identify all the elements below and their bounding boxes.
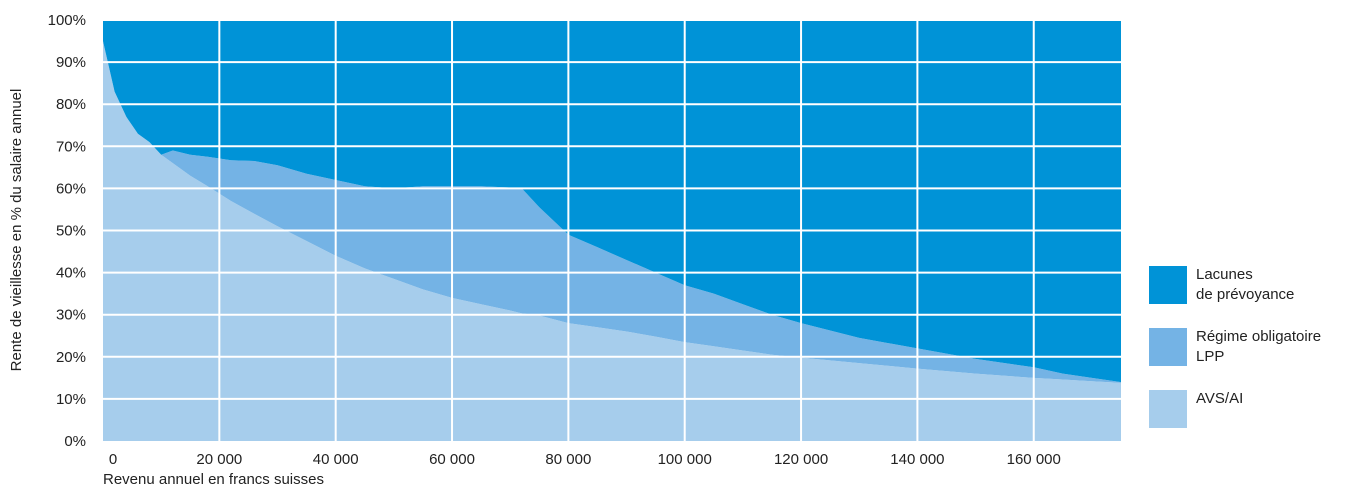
y-axis-title: Rente de vieillesse en % du salaire annu… <box>8 89 25 372</box>
y-tick-label: 70% <box>56 138 86 155</box>
y-tick-label: 0% <box>64 433 86 450</box>
grid-lines <box>103 19 1121 441</box>
y-tick-label: 50% <box>56 223 86 240</box>
x-axis-tick-labels: 0 20 000 40 000 60 000 80 000 100 000 120 000 1… <box>109 451 1061 468</box>
x-tick-label: 40 000 <box>313 451 359 468</box>
y-tick-label: 80% <box>56 96 86 113</box>
x-tick-label: 140 000 <box>890 451 944 468</box>
x-tick-label: 160 000 <box>1007 451 1061 468</box>
y-tick-label: 20% <box>56 349 86 366</box>
legend-item-lacunes: Lacunes de prévoyance <box>1149 262 1349 308</box>
legend-label-lacunes: Lacunes de prévoyance <box>1196 266 1295 303</box>
y-tick-label: 60% <box>56 180 86 197</box>
y-tick-label: 40% <box>56 265 86 282</box>
area-series-2 <box>103 20 1121 383</box>
legend-label-avs: AVS/AI <box>1196 390 1244 407</box>
x-tick-label: 0 <box>109 451 117 468</box>
y-tick-label: 90% <box>56 54 86 71</box>
x-axis-title: Revenu annuel en francs suisses <box>103 471 324 488</box>
area-series-0 <box>103 41 1121 441</box>
y-tick-label: 10% <box>56 391 86 408</box>
y-tick-label: 100% <box>48 12 86 29</box>
y-axis-tick-labels: 0% 10% 20% 30% 40% 50% 60% 70% 80% 90% 100% <box>48 12 86 450</box>
x-tick-label: 80 000 <box>545 451 591 468</box>
x-tick-label: 60 000 <box>429 451 475 468</box>
legend-label-lpp: Régime obligatoire LPP <box>1196 328 1322 365</box>
legend-item-lpp: Régime obligatoire LPP <box>1149 324 1349 370</box>
legend-swatch-lacunes <box>1149 266 1187 304</box>
legend-swatch-avs <box>1149 390 1187 428</box>
x-tick-label: 120 000 <box>774 451 828 468</box>
x-tick-label: 100 000 <box>658 451 712 468</box>
y-tick-label: 30% <box>56 307 86 324</box>
legend-item-avs: AVS/AI <box>1149 386 1349 432</box>
chart-legend: Lacunes de prévoyance Régime obligatoire… <box>1149 262 1349 448</box>
x-tick-label: 20 000 <box>196 451 242 468</box>
legend-swatch-lpp <box>1149 328 1187 366</box>
